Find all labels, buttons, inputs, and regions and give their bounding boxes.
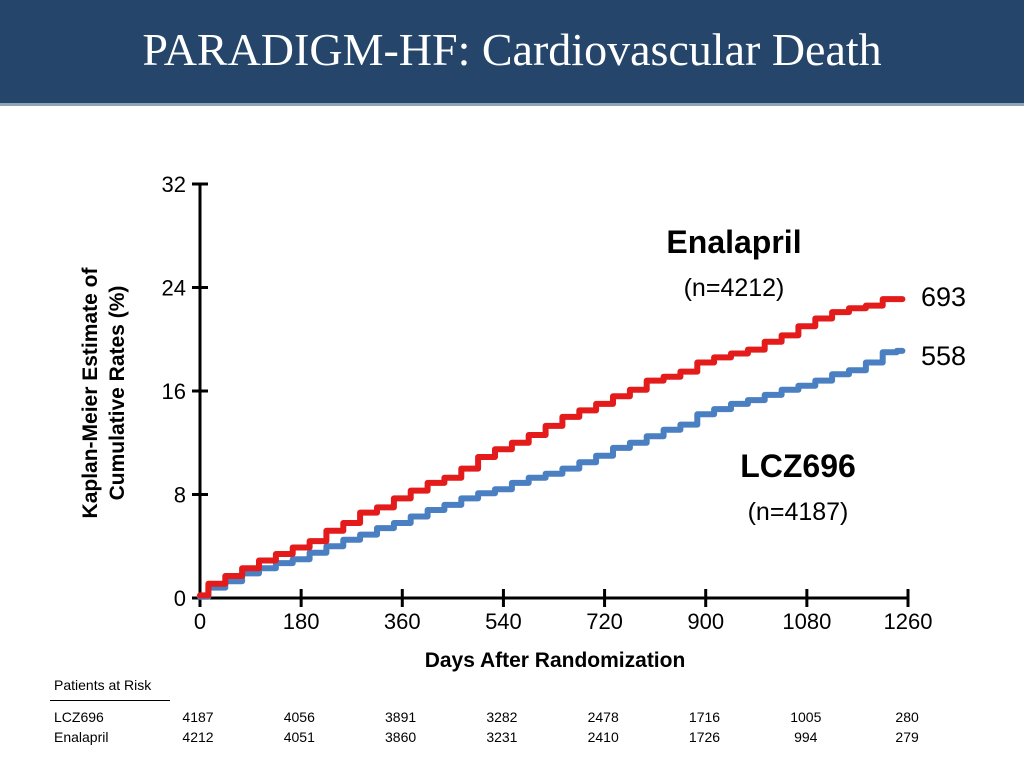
risk-cell: 1005 [790, 709, 822, 725]
x-tick-label: 180 [283, 609, 320, 634]
x-tick-label: 1260 [884, 609, 933, 634]
risk-cell: 4056 [283, 709, 315, 725]
lcz696-n-label: (n=4187) [748, 498, 849, 526]
risk-cell: 2410 [587, 729, 619, 745]
risk-row-enalapril: Enalapril 4212 4051 3860 3231 2410 1726 994 279 [0, 729, 1024, 747]
risk-cell: 4212 [182, 729, 214, 745]
x-tick-label: 0 [194, 609, 206, 634]
y-tick-label: 16 [162, 379, 186, 404]
risk-cell: 3282 [486, 709, 518, 725]
x-tick-label: 900 [687, 609, 724, 634]
risk-cell: 3231 [486, 729, 518, 745]
x-axis-title: Days After Randomization [425, 649, 686, 672]
risk-cell: 279 [895, 729, 919, 745]
x-tick-label: 540 [485, 609, 522, 634]
patients-at-risk-title: Patients at Risk [54, 677, 152, 693]
risk-row-name: LCZ696 [54, 709, 104, 725]
risk-cell: 1726 [688, 729, 721, 745]
chart-lines [197, 296, 906, 600]
risk-cell: 2478 [587, 709, 619, 725]
y-tick-label: 24 [162, 276, 186, 301]
y-tick-label: 32 [162, 172, 186, 197]
risk-cell: 1716 [688, 709, 721, 725]
risk-row-name: Enalapril [54, 729, 109, 745]
y-tick-label: 8 [174, 483, 186, 508]
y-axis-title: Kaplan-Meier Estimate of Cumulative Rate… [79, 267, 129, 519]
risk-row-lcz696: LCZ696 4187 4056 3891 3282 2478 1716 1005 280 [0, 709, 1024, 727]
lcz696-curve [197, 347, 906, 600]
x-tick-label: 1080 [782, 609, 831, 634]
y-axis-title-line-2: Cumulative Rates (%) [106, 286, 129, 501]
enalapril-end-count: 693 [921, 282, 966, 312]
x-tick-label: 360 [384, 609, 421, 634]
risk-cell: 4187 [182, 709, 214, 725]
patients-at-risk-rule [50, 700, 170, 701]
enalapril-label: Enalapril [666, 224, 801, 260]
slide-header: PARADIGM-HF: Cardiovascular Death [0, 0, 1024, 106]
risk-cell: 3860 [385, 729, 417, 745]
enalapril-n-label: (n=4212) [684, 274, 785, 302]
risk-cell: 280 [895, 709, 919, 725]
y-axis-title-line-1: Kaplan-Meier Estimate of [79, 267, 102, 519]
slide-title: PARADIGM-HF: Cardiovascular Death [142, 24, 882, 75]
enalapril-curve [197, 296, 906, 599]
chart-axes: 0 8 16 24 32 0 180 360 540 720 900 1080 1260 [162, 172, 933, 634]
y-tick-label: 0 [174, 586, 186, 611]
x-tick-label: 720 [586, 609, 623, 634]
risk-cell: 994 [794, 729, 818, 745]
risk-cell: 3891 [385, 709, 417, 725]
lcz696-label: LCZ696 [740, 448, 856, 484]
chart-labels: Days After Randomization Kaplan-Meier Es… [79, 224, 966, 672]
risk-cell: 4051 [283, 729, 315, 745]
lcz696-end-count: 558 [921, 341, 966, 371]
